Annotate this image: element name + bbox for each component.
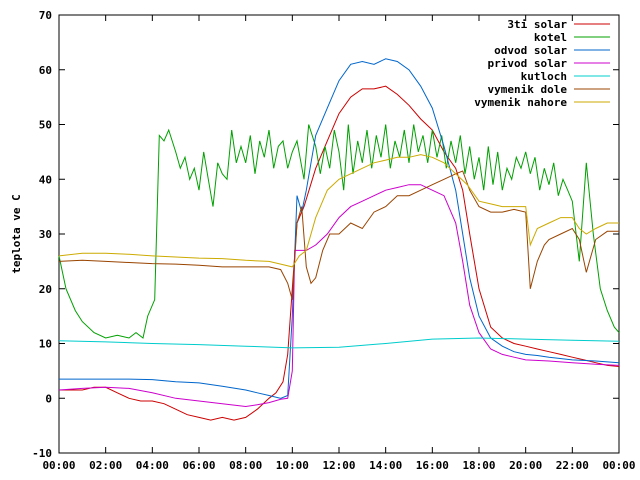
y-tick-label: -10 [32,447,52,460]
y-tick-label: 10 [39,338,52,351]
x-tick-label: 06:00 [182,459,215,472]
x-tick-label: 02:00 [89,459,122,472]
series-line-4 [58,337,620,349]
x-tick-label: 20:00 [509,459,542,472]
legend-label: kutloch [521,70,567,83]
y-axis-label: teplota ve C [10,194,23,273]
series-line-5 [58,170,619,300]
y-tick-label: 40 [39,173,52,186]
series-line-1 [58,124,620,339]
x-tick-label: 10:00 [276,459,309,472]
y-tick-label: 20 [39,283,52,296]
y-tick-label: 70 [39,9,52,22]
series-layer [58,58,620,421]
axes: -10 0 10 20 30 40 50 60 70 00:00 02:00 04:00 06:00 08… [32,9,635,472]
series-line-2 [59,58,620,399]
legend-label: vymenik nahore [474,96,567,109]
legend-label: vymenik dole [488,83,568,96]
y-tick-label: 0 [45,392,52,405]
legend-label: kotel [534,31,567,44]
x-tick-label: 08:00 [229,459,262,472]
y-tick-label: 60 [39,64,52,77]
legend-label: 3ti solar [507,18,567,31]
series-line-0 [59,85,620,421]
y-tick-label: 30 [39,228,52,241]
y-tick-label: 50 [39,119,52,132]
series-line-3 [58,184,620,408]
x-tick-label: 18:00 [462,459,495,472]
legend-label: privod solar [488,57,568,70]
x-tick-label: 00:00 [42,459,75,472]
legend-label: odvod solar [494,44,567,57]
x-tick-label: 22:00 [556,459,589,472]
x-tick-label: 16:00 [416,459,449,472]
series-line-6 [58,154,619,268]
x-tick-label: 14:00 [369,459,402,472]
x-tick-label: 00:00 [602,459,635,472]
x-tick-label: 12:00 [322,459,355,472]
x-tick-label: 04:00 [136,459,169,472]
